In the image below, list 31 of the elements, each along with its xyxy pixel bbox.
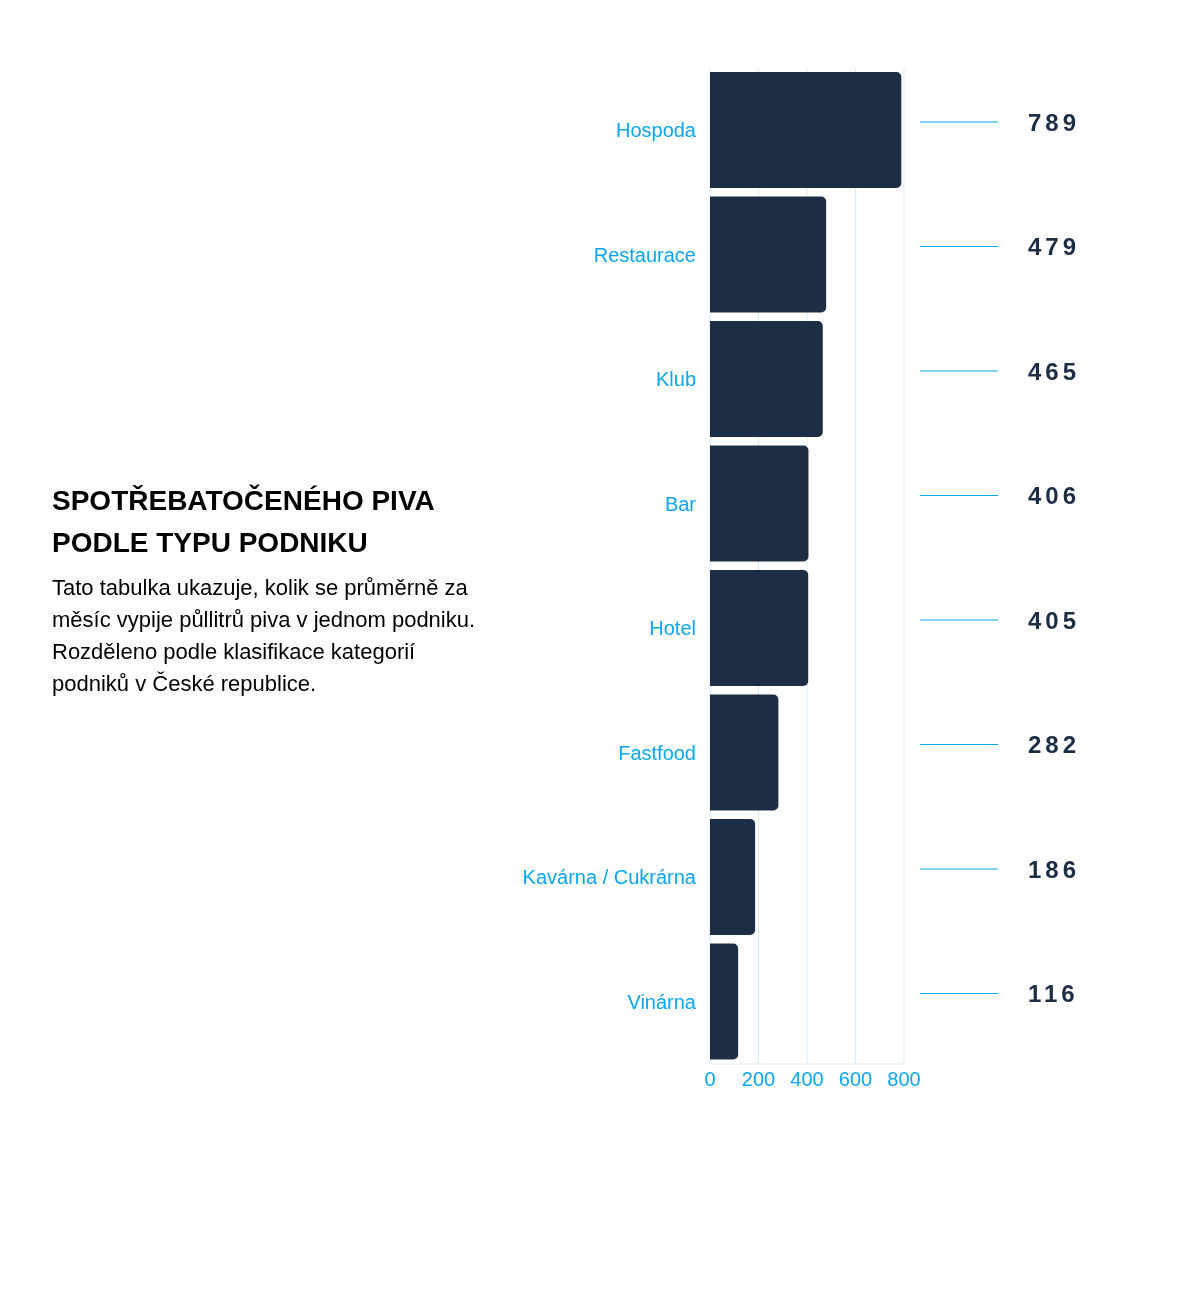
text: SPOTŘEBATOČENÉHO PIVA PODLE TYPU PODNIKU: [52, 483, 435, 560]
y-tick-label: Restaurace: [593, 243, 696, 266]
bar: [710, 943, 739, 1060]
bar: [710, 445, 809, 562]
bar: [710, 72, 902, 188]
y-tick-label: Klub: [655, 368, 696, 391]
x-tick-label: 200: [741, 1068, 776, 1091]
data-label: 789: [1028, 108, 1081, 136]
data-label: 282: [1028, 731, 1081, 758]
data-label: 479: [1028, 233, 1081, 260]
data-label: 406: [1028, 482, 1081, 509]
x-tick-label: 600: [838, 1068, 873, 1091]
y-tick-label: Kavárna / Cukrárna: [522, 866, 697, 889]
data-label: 116: [1028, 980, 1079, 1007]
text: Tato tabulka ukazuje, kolik se průměrně za měsíc vypije půllitrů piva v jednom podniku. Rozděleno podle klasifikace kategorií podniků v České republice.: [52, 574, 477, 698]
y-tick-label: Hospoda: [615, 119, 697, 142]
x-tick-label: 800: [887, 1068, 921, 1091]
bar: [710, 196, 827, 313]
data-label: 405: [1028, 606, 1081, 634]
y-tick-label: Vinárna: [627, 990, 697, 1013]
y-tick-label: Hotel: [649, 617, 696, 640]
bar: [710, 570, 809, 686]
bar: [710, 321, 823, 437]
y-tick-label: Fastfood: [618, 741, 696, 764]
data-label: 186: [1028, 855, 1081, 883]
y-tick-label: Bar: [664, 492, 697, 515]
x-tick-label: 400: [790, 1068, 824, 1091]
bar: [710, 694, 779, 811]
bar: [710, 819, 756, 935]
data-label: 465: [1028, 357, 1081, 385]
x-tick-label: 0: [704, 1068, 716, 1091]
